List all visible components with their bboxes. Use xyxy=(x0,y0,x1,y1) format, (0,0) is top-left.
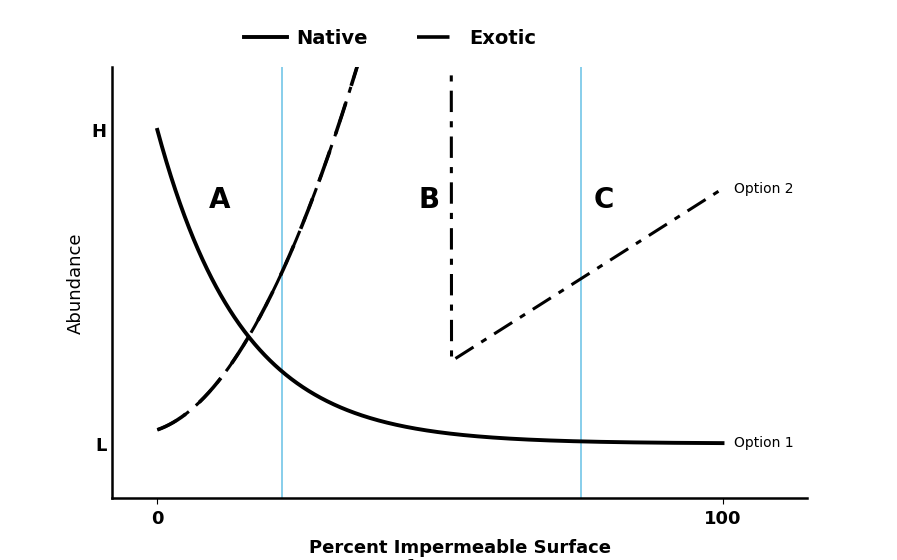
Legend: Native, Exotic: Native, Exotic xyxy=(237,21,544,55)
Text: A: A xyxy=(209,186,231,214)
Y-axis label: Abundance: Abundance xyxy=(66,232,84,334)
Text: Option 1: Option 1 xyxy=(734,436,794,450)
X-axis label: Percent Impermeable Surface
of Ecosystem: Percent Impermeable Surface of Ecosystem xyxy=(309,539,611,560)
Text: C: C xyxy=(594,186,614,214)
Text: B: B xyxy=(418,186,440,214)
Text: Option 2: Option 2 xyxy=(734,181,793,195)
